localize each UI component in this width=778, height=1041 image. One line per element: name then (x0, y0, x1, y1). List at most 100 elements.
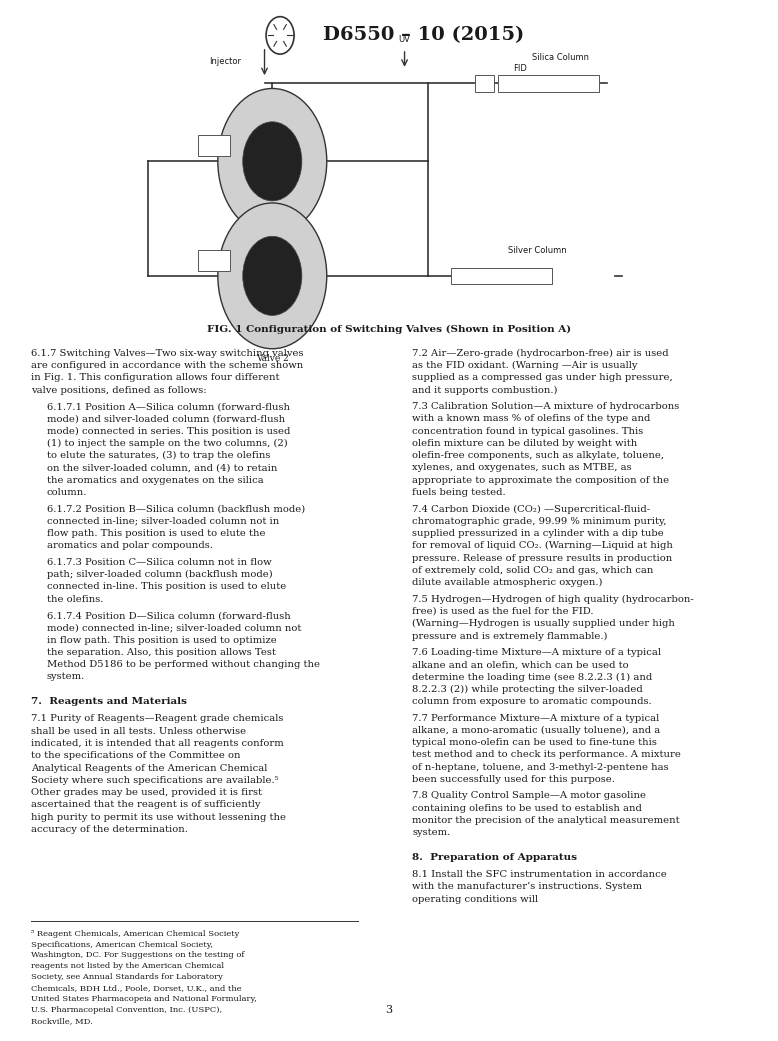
Text: containing olefins to be used to establish and: containing olefins to be used to establi… (412, 804, 642, 813)
Text: pressure and is extremely flammable.): pressure and is extremely flammable.) (412, 632, 608, 640)
Text: of extremely cold, solid CO₂ and gas, which can: of extremely cold, solid CO₂ and gas, wh… (412, 566, 654, 575)
Text: supplied pressurized in a cylinder with a dip tube: supplied pressurized in a cylinder with … (412, 529, 664, 538)
Text: monitor the precision of the analytical measurement: monitor the precision of the analytical … (412, 816, 680, 824)
Text: shall be used in all tests. Unless otherwise: shall be used in all tests. Unless other… (31, 727, 247, 736)
Text: Silica Column: Silica Column (531, 53, 589, 62)
Text: Society where such specifications are available.⁵: Society where such specifications are av… (31, 776, 279, 785)
Text: of n-heptane, toluene, and 3-methyl-2-pentene has: of n-heptane, toluene, and 3-methyl-2-pe… (412, 763, 669, 771)
Text: 6.1.7.3 Position C—Silica column not in flow: 6.1.7.3 Position C—Silica column not in … (47, 558, 272, 566)
Text: the separation. Also, this position allows Test: the separation. Also, this position allo… (47, 648, 275, 657)
Text: Specifications, American Chemical Society,: Specifications, American Chemical Societ… (31, 941, 213, 948)
Text: the aromatics and oxygenates on the silica: the aromatics and oxygenates on the sili… (47, 476, 264, 485)
Text: Method D5186 to be performed without changing the: Method D5186 to be performed without cha… (47, 660, 320, 669)
Circle shape (218, 203, 327, 349)
Text: system.: system. (412, 829, 450, 837)
Text: Washington, DC. For Suggestions on the testing of: Washington, DC. For Suggestions on the t… (31, 951, 244, 960)
Text: U.S. Pharmacopeial Convention, Inc. (USPC),: U.S. Pharmacopeial Convention, Inc. (USP… (31, 1006, 223, 1014)
Text: on the silver-loaded column, and (4) to retain: on the silver-loaded column, and (4) to … (47, 463, 277, 473)
Text: ⁵ Reagent Chemicals, American Chemical Society: ⁵ Reagent Chemicals, American Chemical S… (31, 930, 240, 938)
FancyBboxPatch shape (451, 268, 552, 284)
Text: Chemicals, BDH Ltd., Poole, Dorset, U.K., and the: Chemicals, BDH Ltd., Poole, Dorset, U.K.… (31, 985, 242, 992)
Text: typical mono-olefin can be used to fine-tune this: typical mono-olefin can be used to fine-… (412, 738, 657, 747)
Text: concentration found in typical gasolines. This: concentration found in typical gasolines… (412, 427, 643, 435)
Text: valve positions, defined as follows:: valve positions, defined as follows: (31, 385, 207, 395)
Text: aromatics and polar compounds.: aromatics and polar compounds. (47, 541, 212, 551)
Text: (1) to inject the sample on the two columns, (2): (1) to inject the sample on the two colu… (47, 439, 287, 448)
Text: determine the loading time (see 8.2.2.3 (1) and: determine the loading time (see 8.2.2.3 … (412, 672, 653, 682)
Text: D6550 – 10 (2015): D6550 – 10 (2015) (323, 26, 524, 45)
Text: 8.  Preparation of Apparatus: 8. Preparation of Apparatus (412, 853, 577, 862)
Text: ascertained that the reagent is of sufficiently: ascertained that the reagent is of suffi… (31, 801, 261, 810)
Text: Silver Column: Silver Column (507, 246, 566, 255)
Text: Other grades may be used, provided it is first: Other grades may be used, provided it is… (31, 788, 262, 797)
Text: FID: FID (513, 64, 527, 73)
Text: olefin mixture can be diluted by weight with: olefin mixture can be diluted by weight … (412, 439, 638, 448)
Text: the olefins.: the olefins. (47, 594, 103, 604)
Text: 7.8 Quality Control Sample—A motor gasoline: 7.8 Quality Control Sample—A motor gasol… (412, 791, 647, 801)
Circle shape (243, 236, 302, 315)
Text: On: On (208, 256, 220, 264)
Text: 8.2.2.3 (2)) while protecting the silver-loaded: 8.2.2.3 (2)) while protecting the silver… (412, 685, 643, 694)
Text: column.: column. (47, 488, 87, 497)
Text: as the FID oxidant. (Warning —Air is usually: as the FID oxidant. (Warning —Air is usu… (412, 361, 638, 371)
Text: reagents not listed by the American Chemical: reagents not listed by the American Chem… (31, 962, 224, 970)
Text: 7.4 Carbon Dioxide (CO₂) —Supercritical-fluid-: 7.4 Carbon Dioxide (CO₂) —Supercritical-… (412, 505, 650, 513)
Text: free) is used as the fuel for the FID.: free) is used as the fuel for the FID. (412, 607, 594, 616)
Text: 6.1.7.2 Position B—Silica column (backflush mode): 6.1.7.2 Position B—Silica column (backfl… (47, 505, 305, 513)
Circle shape (243, 122, 302, 201)
Text: 7.3 Calibration Solution—A mixture of hydrocarbons: 7.3 Calibration Solution—A mixture of hy… (412, 402, 680, 411)
Text: Valve 2: Valve 2 (256, 354, 289, 363)
Text: dilute available atmospheric oxygen.): dilute available atmospheric oxygen.) (412, 578, 603, 587)
Text: United States Pharmacopeia and National Formulary,: United States Pharmacopeia and National … (31, 995, 257, 1004)
Text: with a known mass % of olefins of the type and: with a known mass % of olefins of the ty… (412, 414, 650, 424)
Text: (Warning—Hydrogen is usually supplied under high: (Warning—Hydrogen is usually supplied un… (412, 619, 675, 629)
Text: 7.2 Air—Zero-grade (hydrocarbon-free) air is used: 7.2 Air—Zero-grade (hydrocarbon-free) ai… (412, 349, 669, 358)
Text: mode) connected in-line; silver-loaded column not: mode) connected in-line; silver-loaded c… (47, 624, 301, 632)
Text: column from exposure to aromatic compounds.: column from exposure to aromatic compoun… (412, 697, 652, 706)
Text: for removal of liquid CO₂. (Warning—Liquid at high: for removal of liquid CO₂. (Warning—Liqu… (412, 541, 673, 551)
Text: Rockville, MD.: Rockville, MD. (31, 1017, 93, 1025)
Text: accuracy of the determination.: accuracy of the determination. (31, 826, 188, 834)
Text: olefin-free components, such as alkylate, toluene,: olefin-free components, such as alkylate… (412, 451, 664, 460)
Text: to the specifications of the Committee on: to the specifications of the Committee o… (31, 752, 240, 760)
Text: connected in-line; silver-loaded column not in: connected in-line; silver-loaded column … (47, 516, 279, 526)
Text: 3: 3 (385, 1005, 393, 1015)
Text: and it supports combustion.): and it supports combustion.) (412, 385, 558, 395)
FancyBboxPatch shape (475, 75, 494, 92)
Text: 7.6 Loading-time Mixture—A mixture of a typical: 7.6 Loading-time Mixture—A mixture of a … (412, 648, 661, 657)
Text: in flow path. This position is used to optimize: in flow path. This position is used to o… (47, 636, 276, 644)
Text: connected in-line. This position is used to elute: connected in-line. This position is used… (47, 582, 286, 591)
Text: with the manufacturer’s instructions. System: with the manufacturer’s instructions. Sy… (412, 883, 643, 891)
Text: to elute the saturates, (3) to trap the olefins: to elute the saturates, (3) to trap the … (47, 451, 270, 460)
Text: test method and to check its performance. A mixture: test method and to check its performance… (412, 751, 682, 759)
Text: Valve 1: Valve 1 (256, 239, 289, 249)
Text: been successfully used for this purpose.: been successfully used for this purpose. (412, 775, 615, 784)
Text: 6.1.7.4 Position D—Silica column (forward-flush: 6.1.7.4 Position D—Silica column (forwar… (47, 611, 290, 620)
Text: 7.1 Purity of Reagents—Reagent grade chemicals: 7.1 Purity of Reagents—Reagent grade che… (31, 714, 283, 723)
Text: appropriate to approximate the composition of the: appropriate to approximate the compositi… (412, 476, 669, 485)
Text: mode) and silver-loaded column (forward-flush: mode) and silver-loaded column (forward-… (47, 414, 285, 424)
FancyBboxPatch shape (198, 250, 230, 271)
Text: system.: system. (47, 672, 85, 682)
FancyBboxPatch shape (198, 135, 230, 156)
Text: alkane, a mono-aromatic (usually toluene), and a: alkane, a mono-aromatic (usually toluene… (412, 726, 661, 735)
Text: xylenes, and oxygenates, such as MTBE, as: xylenes, and oxygenates, such as MTBE, a… (412, 463, 632, 473)
Text: operating conditions will: operating conditions will (412, 895, 538, 904)
Text: mode) connected in series. This position is used: mode) connected in series. This position… (47, 427, 290, 436)
Text: Analytical Reagents of the American Chemical: Analytical Reagents of the American Chem… (31, 764, 268, 772)
Text: On: On (208, 142, 220, 150)
Text: path; silver-loaded column (backflush mode): path; silver-loaded column (backflush mo… (47, 570, 272, 579)
Text: 7.5 Hydrogen—Hydrogen of high quality (hydrocarbon-: 7.5 Hydrogen—Hydrogen of high quality (h… (412, 594, 694, 604)
Text: fuels being tested.: fuels being tested. (412, 488, 506, 497)
Circle shape (218, 88, 327, 234)
Text: Society, see Annual Standards for Laboratory: Society, see Annual Standards for Labora… (31, 973, 223, 982)
Text: 7.7 Performance Mixture—A mixture of a typical: 7.7 Performance Mixture—A mixture of a t… (412, 713, 660, 722)
Text: are configured in accordance with the scheme shown: are configured in accordance with the sc… (31, 361, 303, 370)
Text: 6.1.7 Switching Valves—Two six-way switching valves: 6.1.7 Switching Valves—Two six-way switc… (31, 349, 303, 358)
FancyBboxPatch shape (498, 75, 599, 92)
Text: supplied as a compressed gas under high pressure,: supplied as a compressed gas under high … (412, 374, 673, 382)
Text: Injector: Injector (209, 57, 242, 67)
Text: in Fig. 1. This configuration allows four different: in Fig. 1. This configuration allows fou… (31, 374, 279, 382)
Text: flow path. This position is used to elute the: flow path. This position is used to elut… (47, 529, 265, 538)
Text: UV: UV (398, 34, 411, 44)
